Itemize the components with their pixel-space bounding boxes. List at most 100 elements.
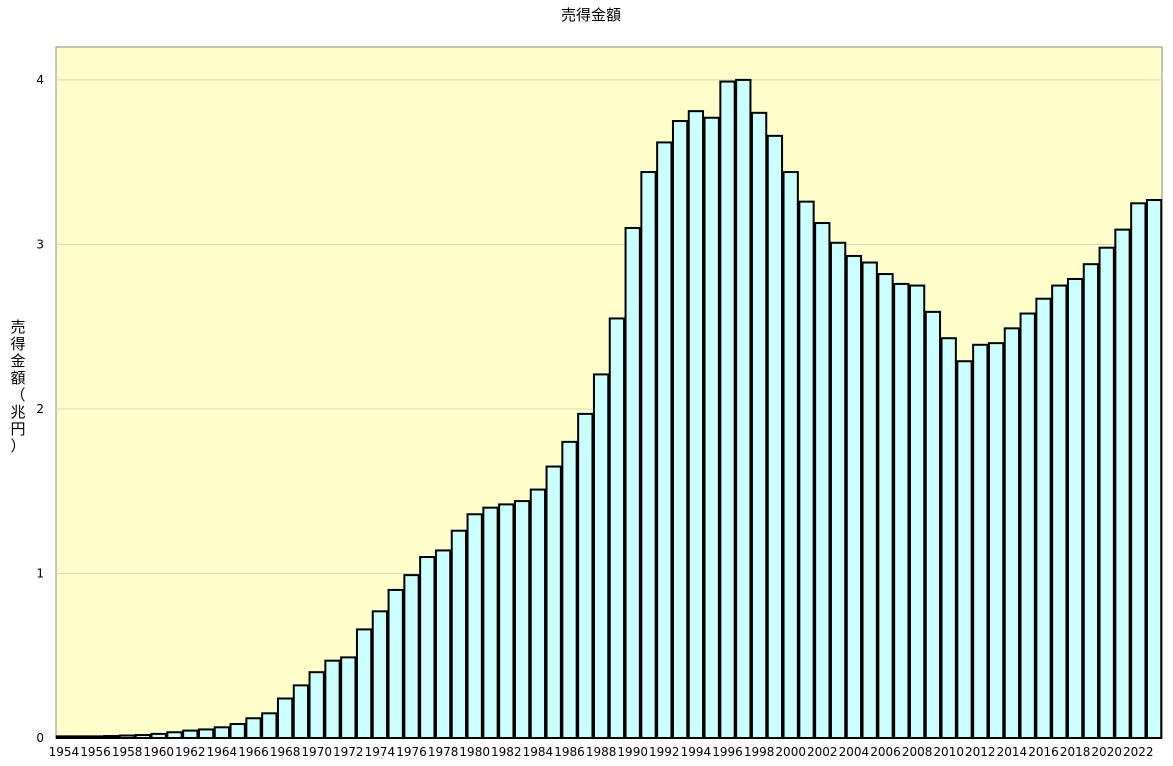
y-tick-label: 2 [36,402,44,416]
bar-1995 [703,116,720,739]
chart-title: 売得金額 [561,6,621,24]
bar-2000 [782,171,799,740]
x-tick-label: 1996 [712,745,743,759]
bar-2011 [956,360,973,739]
x-tick-label: 1970 [301,745,332,759]
bar-2021 [1114,228,1131,739]
x-tick-label: 2020 [1091,745,1122,759]
x-tick-label: 2010 [933,745,964,759]
bar-1991 [640,171,657,740]
x-axis-ticks: 1954 1956 1958 1960 1962 1964 1966 1968 1970 1972… [49,745,1154,759]
bar-2020 [1098,246,1115,739]
x-tick-label: 2016 [1028,745,1059,759]
x-tick-label: 1958 [112,745,143,759]
x-tick-label: 2008 [902,745,933,759]
bar-2012 [972,343,989,739]
y-tick-label: 3 [36,237,44,251]
bar-1980 [466,513,483,739]
bar-2018 [1066,277,1084,739]
bar-1992 [656,141,673,740]
bar-1990 [624,226,641,739]
bar-2003 [829,241,847,739]
bars [55,78,1163,740]
bar-1997 [735,78,752,739]
bar-1989 [608,317,626,739]
bar-2022 [1130,202,1147,740]
x-tick-label: 1982 [491,745,522,759]
x-tick-label: 1956 [80,745,111,759]
bar-1977 [419,556,436,740]
bar-1986 [561,440,578,739]
bar-1976 [403,574,420,739]
bar-1973 [355,628,373,739]
x-tick-label: 1976 [396,745,427,759]
x-tick-label: 2022 [1123,745,1154,759]
x-tick-label: 2014 [997,745,1028,759]
bar-1978 [434,549,452,739]
bar-1969 [292,684,310,739]
bar-1964 [213,726,231,739]
x-tick-label: 2004 [839,745,870,759]
x-tick-label: 1964 [207,745,238,759]
x-tick-label: 1988 [586,745,617,759]
y-axis-label: 売得金額（兆円） [10,318,25,455]
bar-1994 [687,110,705,740]
bar-1998 [750,111,768,739]
x-tick-label: 1980 [459,745,490,759]
bar-2001 [798,200,815,739]
bar-2013 [987,342,1005,739]
bar-2008 [908,284,926,739]
x-tick-label: 2012 [965,745,996,759]
x-tick-label: 2018 [1060,745,1091,759]
bar-1988 [592,373,610,739]
bar-2017 [1051,284,1068,739]
bar-1975 [387,588,404,739]
x-tick-label: 1998 [744,745,775,759]
bar-1974 [371,610,389,740]
bar-2006 [877,273,894,739]
x-tick-label: 2002 [807,745,838,759]
bar-1966 [245,717,262,740]
bar-2016 [1035,297,1052,739]
bar-1999 [766,134,784,739]
bar-1967 [261,712,278,740]
bar-1993 [671,120,689,740]
bar-2023 [1145,199,1163,739]
y-axis-label-text: 売得金額（兆円） [10,318,25,455]
x-tick-label: 1986 [554,745,585,759]
bar-1960 [150,732,167,740]
bar-2010 [940,337,957,739]
bar-2014 [1003,327,1021,739]
y-tick-label: 0 [36,731,44,745]
bar-1963 [197,728,215,740]
x-tick-label: 1974 [365,745,396,759]
bar-1981 [482,506,499,740]
bar-2009 [924,310,942,739]
x-tick-label: 1984 [523,745,554,759]
bar-1984 [529,488,547,739]
bar-1987 [577,412,594,739]
x-tick-label: 2006 [870,745,901,759]
x-tick-label: 1992 [649,745,680,759]
x-tick-label: 1960 [143,745,174,759]
y-axis-ticks: 0 1 2 3 4 [36,73,44,745]
x-tick-label: 1968 [270,745,301,759]
y-tick-label: 4 [36,73,44,87]
bar-1979 [450,529,468,740]
x-tick-label: 1994 [681,745,712,759]
bar-2002 [814,222,831,740]
bar-1968 [276,697,294,740]
x-tick-label: 1954 [49,745,80,759]
x-tick-label: 2000 [775,745,806,759]
x-tick-label: 1966 [238,745,269,759]
bar-2004 [845,254,863,739]
bar-1996 [719,80,736,740]
x-tick-label: 1972 [333,745,364,759]
bar-2015 [1019,312,1036,739]
bar-1965 [229,723,246,740]
bar-1962 [182,729,199,739]
bar-2019 [1082,263,1100,739]
bar-1970 [308,671,325,739]
bar-1971 [324,659,341,739]
